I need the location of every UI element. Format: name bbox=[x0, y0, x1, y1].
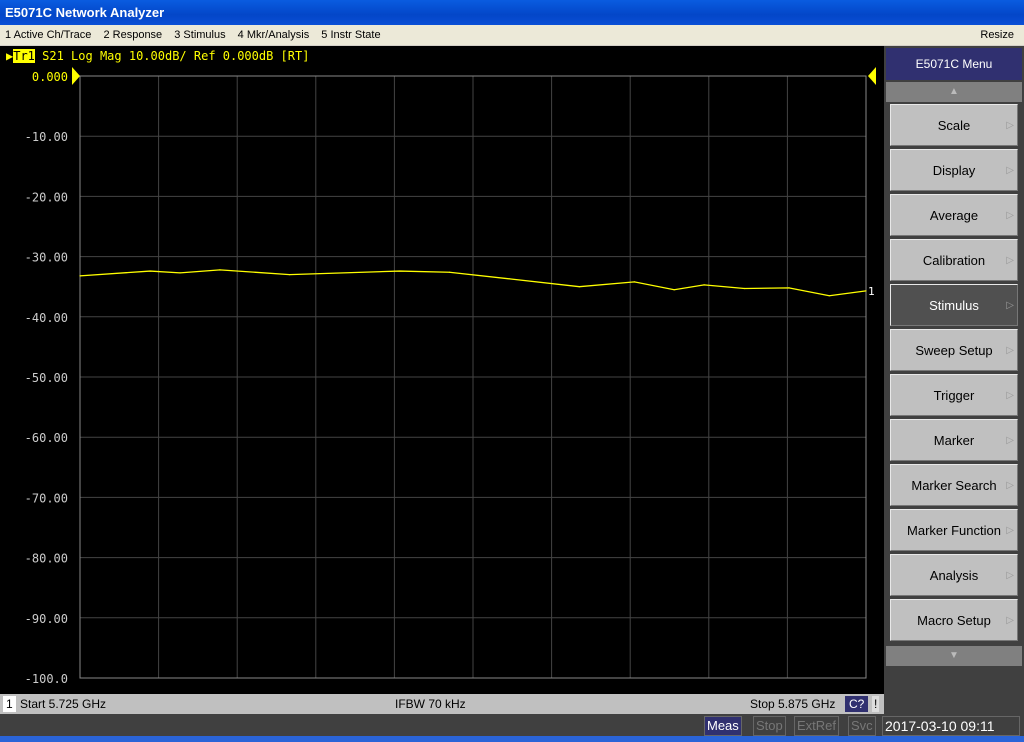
softkey-calibration[interactable]: Calibration ▷ bbox=[890, 239, 1018, 281]
submenu-arrow-icon: ▷ bbox=[1006, 570, 1014, 581]
softkey-label: Trigger bbox=[933, 388, 975, 403]
menu-mkr-analysis[interactable]: 4 Mkr/Analysis bbox=[237, 29, 310, 41]
trace-point bbox=[179, 272, 181, 274]
submenu-arrow-icon: ▷ bbox=[1006, 480, 1014, 491]
stop-frequency[interactable]: Stop 5.875 GHz bbox=[750, 697, 836, 711]
y-tick-label: -100.0 bbox=[25, 672, 68, 686]
warning-indicator: ! bbox=[872, 696, 880, 712]
softkey-label: Sweep Setup bbox=[915, 343, 993, 358]
svc-indicator: Svc bbox=[848, 716, 876, 736]
trace-point bbox=[673, 289, 675, 291]
softkey-label: Analysis bbox=[929, 568, 979, 583]
y-tick-label: -80.00 bbox=[25, 552, 68, 566]
trace-point bbox=[743, 287, 746, 290]
cal-status: C? bbox=[845, 696, 869, 712]
softkey-label: Marker Function bbox=[907, 523, 1001, 538]
trace-settings: S21 Log Mag 10.00dB/ Ref 0.000dB [RT] bbox=[34, 49, 310, 63]
softkey-marker-search[interactable]: Marker Search ▷ bbox=[890, 464, 1018, 506]
menu-instr-state[interactable]: 5 Instr State bbox=[321, 29, 381, 41]
y-tick-label: -40.00 bbox=[25, 311, 68, 325]
menu-bar: 1 Active Ch/Trace 2 Response 3 Stimulus … bbox=[0, 25, 1024, 45]
softkey-macro-setup[interactable]: Macro Setup ▷ bbox=[890, 599, 1018, 641]
trace-point bbox=[79, 275, 81, 277]
trace-end-label: 1 bbox=[868, 285, 875, 298]
softkey-label: Marker Search bbox=[911, 478, 997, 493]
trace-point bbox=[578, 286, 580, 288]
trace-point bbox=[149, 270, 151, 272]
softkey-scale[interactable]: Scale ▷ bbox=[890, 104, 1018, 146]
channel-window[interactable]: ▶Tr1 S21 Log Mag 10.00dB/ Ref 0.000dB [R… bbox=[0, 46, 884, 694]
submenu-arrow-icon: ▷ bbox=[1006, 525, 1014, 536]
menu-response[interactable]: 2 Response bbox=[103, 29, 163, 41]
trace-point bbox=[448, 271, 451, 273]
submenu-arrow-icon: ▷ bbox=[1006, 345, 1014, 356]
trace-s21 bbox=[79, 269, 867, 297]
submenu-arrow-icon: ▷ bbox=[1006, 435, 1014, 446]
submenu-arrow-icon: ▷ bbox=[1006, 255, 1014, 266]
trace-point bbox=[703, 284, 705, 286]
taskbar bbox=[0, 736, 1024, 742]
instrument-status-bar: Meas Stop ExtRef Svc 2017-03-10 09:11 bbox=[0, 714, 1024, 736]
y-tick-label: -60.00 bbox=[25, 431, 68, 445]
menu-active-ch[interactable]: 1 Active Ch/Trace bbox=[5, 29, 92, 41]
date-time: 2017-03-10 09:11 bbox=[882, 716, 1020, 736]
trace-label: Tr1 bbox=[13, 49, 35, 63]
resize-button[interactable]: Resize bbox=[980, 29, 1014, 41]
softkey-menu-title: E5071C Menu bbox=[886, 48, 1022, 80]
start-frequency[interactable]: Start 5.725 GHz bbox=[20, 697, 107, 711]
window-title: E5071C Network Analyzer bbox=[0, 0, 1024, 25]
y-tick-label: -50.00 bbox=[25, 371, 68, 385]
channel-number: 1 bbox=[3, 696, 16, 712]
trace-point bbox=[399, 270, 401, 272]
softkey-marker-function[interactable]: Marker Function ▷ bbox=[890, 509, 1018, 551]
softkey-label: Macro Setup bbox=[917, 613, 991, 628]
softkey-analysis[interactable]: Analysis ▷ bbox=[890, 554, 1018, 596]
softkey-panel: E5071C Menu ▲ Scale ▷ Display ▷ Average ▷ Cali… bbox=[884, 46, 1024, 714]
trace-point bbox=[788, 287, 790, 289]
scroll-up-button[interactable]: ▲ bbox=[886, 82, 1022, 102]
submenu-arrow-icon: ▷ bbox=[1006, 210, 1014, 221]
softkey-display[interactable]: Display ▷ bbox=[890, 149, 1018, 191]
trace-point bbox=[509, 278, 511, 280]
trace-point bbox=[219, 269, 221, 271]
softkey-label: Average bbox=[929, 208, 979, 223]
softkey-label: Stimulus bbox=[929, 298, 979, 313]
softkey-trigger[interactable]: Trigger ▷ bbox=[890, 374, 1018, 416]
softkey-average[interactable]: Average ▷ bbox=[890, 194, 1018, 236]
stop-indicator: Stop bbox=[753, 716, 786, 736]
meas-indicator: Meas bbox=[704, 716, 742, 736]
softkey-stimulus[interactable]: Stimulus ▷ bbox=[890, 284, 1018, 326]
softkey-sweep-setup[interactable]: Sweep Setup ▷ bbox=[890, 329, 1018, 371]
y-tick-label: -20.00 bbox=[25, 190, 68, 204]
trace-point bbox=[633, 281, 635, 283]
plot-border bbox=[79, 75, 867, 679]
channel-status-bar: 1 Start 5.725 GHz IFBW 70 kHz Stop 5.875… bbox=[0, 694, 884, 714]
ref-level-right-marker-icon[interactable] bbox=[868, 67, 876, 85]
ifbw[interactable]: IFBW 70 kHz bbox=[395, 697, 466, 711]
y-tick-label: -10.00 bbox=[25, 130, 68, 144]
submenu-arrow-icon: ▷ bbox=[1006, 390, 1014, 401]
trace-point bbox=[865, 290, 867, 292]
submenu-arrow-icon: ▷ bbox=[1006, 165, 1014, 176]
y-tick-label: 0.000 bbox=[32, 70, 68, 84]
extref-indicator: ExtRef bbox=[794, 716, 840, 736]
submenu-arrow-icon: ▷ bbox=[1006, 120, 1014, 131]
scroll-down-button[interactable]: ▼ bbox=[886, 646, 1022, 666]
ref-level-left-marker-icon[interactable] bbox=[72, 67, 80, 85]
softkey-label: Calibration bbox=[922, 253, 986, 268]
softkey-marker[interactable]: Marker ▷ bbox=[890, 419, 1018, 461]
menu-stimulus[interactable]: 3 Stimulus bbox=[174, 29, 226, 41]
trace-point bbox=[289, 274, 291, 276]
softkey-label: Display bbox=[932, 163, 976, 178]
softkey-label: Marker bbox=[933, 433, 975, 448]
y-tick-label: -90.00 bbox=[25, 612, 68, 626]
y-tick-label: -30.00 bbox=[25, 251, 68, 265]
submenu-arrow-icon: ▷ bbox=[1006, 300, 1014, 311]
trace-point bbox=[828, 295, 830, 297]
y-tick-label: -70.00 bbox=[25, 491, 68, 505]
softkey-label: Scale bbox=[937, 118, 971, 133]
plot-area: 0.000 -10.00 -20.00 -30.00 -40.00 -50.00 -60.0… bbox=[25, 67, 876, 686]
submenu-arrow-icon: ▷ bbox=[1006, 615, 1014, 626]
trace-header[interactable]: ▶Tr1 S21 Log Mag 10.00dB/ Ref 0.000dB [R… bbox=[6, 49, 310, 63]
